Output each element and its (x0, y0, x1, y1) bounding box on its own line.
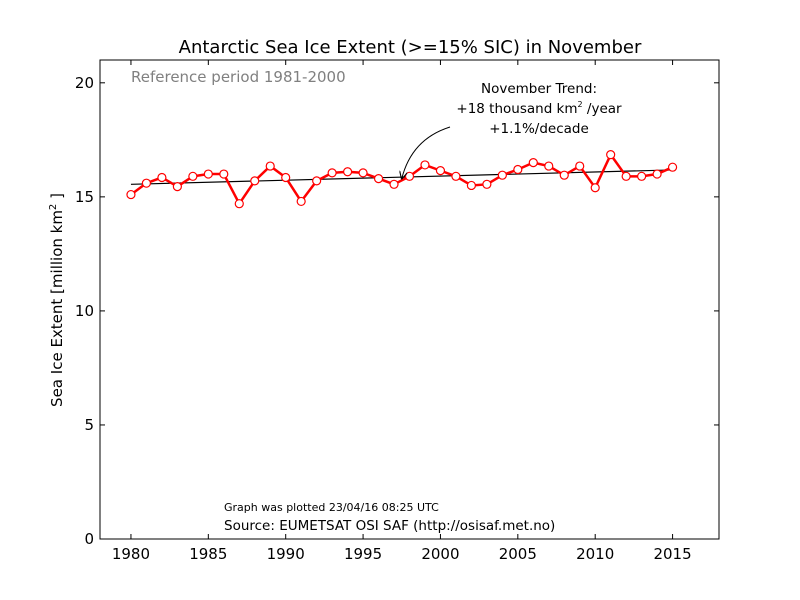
data-point (343, 167, 353, 177)
y-tick-label: 10 (75, 302, 94, 320)
trend-annotation-superscript: 2 (578, 100, 583, 109)
data-point (281, 172, 291, 183)
y-axis-label-superscript: 2 (48, 204, 59, 210)
x-axis: 1980 1985 1990 1995 2000 2005 2010 2015 (112, 60, 692, 563)
data-point (621, 171, 631, 181)
data-point (404, 171, 415, 181)
trend-annotation-line-3-text: +1.1%/decade (489, 121, 589, 137)
trend-annotation-rate: /year (583, 101, 622, 117)
trend-annotation-unit: +18 thousand km (456, 101, 577, 117)
data-point (296, 196, 306, 207)
y-tick-label: 20 (75, 74, 94, 92)
x-tick-label: 2010 (576, 545, 614, 563)
data-point (559, 170, 569, 180)
data-point (667, 162, 678, 172)
x-tick-label: 1995 (344, 545, 382, 563)
data-point (373, 174, 384, 184)
data-point (141, 178, 152, 188)
data-point (590, 183, 600, 193)
data-point (389, 179, 399, 189)
data-point (435, 166, 446, 176)
data-point (466, 180, 476, 191)
data-point (606, 150, 616, 160)
data-point (265, 161, 275, 171)
trend-annotation-arrow (402, 126, 451, 179)
x-tick-label: 2015 (653, 545, 691, 563)
y-axis-label-main: Sea Ice Extent [million km (48, 210, 66, 407)
y-axis-label: Sea Ice Extent [million km2 ] (48, 193, 66, 407)
trend-annotation-line-1: November Trend: (481, 81, 597, 97)
x-tick-label: 1985 (189, 545, 227, 563)
data-point (513, 164, 523, 175)
data-point (637, 171, 647, 181)
data-point (497, 170, 507, 180)
y-tick-label: 0 (84, 530, 94, 548)
plot-area (99, 59, 720, 540)
source-credit: Source: EUMETSAT OSI SAF (http://osisaf.… (224, 518, 555, 534)
data-point (157, 172, 167, 183)
chart-title: Antarctic Sea Ice Extent (>=15% SIC) in … (179, 37, 642, 58)
reference-period-label: Reference period 1981-2000 (131, 68, 346, 86)
x-tick-label: 1980 (112, 545, 150, 563)
trend-annotation: November Trend: +18 thousand km2 /year +… (402, 81, 622, 179)
trend-annotation-line-2: +18 thousand km2 /year (456, 100, 622, 117)
data-point (234, 199, 244, 209)
x-tick-label: 2000 (421, 545, 459, 563)
data-point (528, 158, 538, 168)
data-point (482, 179, 492, 189)
x-tick-label: 1990 (267, 545, 305, 563)
data-point (312, 176, 322, 186)
data-point (327, 168, 337, 178)
y-axis: 0 5 10 15 20 (75, 74, 719, 548)
data-point (172, 181, 182, 192)
data-point (188, 171, 198, 181)
data-point (250, 176, 260, 186)
plotted-timestamp: Graph was plotted 23/04/16 08:25 UTC (224, 501, 439, 514)
data-point (420, 160, 430, 170)
x-tick-label: 2005 (499, 545, 537, 563)
data-point (203, 169, 213, 179)
data-point (219, 169, 229, 179)
y-axis-label-end: ] (48, 193, 66, 204)
data-point (544, 161, 554, 171)
data-point (358, 168, 368, 178)
series-points (126, 150, 678, 209)
series-line (130, 153, 674, 205)
data-point (575, 161, 585, 171)
data-point (451, 171, 461, 181)
trend-annotation-line-1-text: November Trend: (481, 81, 597, 97)
data-point (652, 169, 662, 179)
y-tick-label: 5 (84, 416, 94, 434)
trend-annotation-line-3: +1.1%/decade (489, 121, 589, 137)
data-point (126, 189, 136, 200)
y-tick-label: 15 (75, 188, 94, 206)
